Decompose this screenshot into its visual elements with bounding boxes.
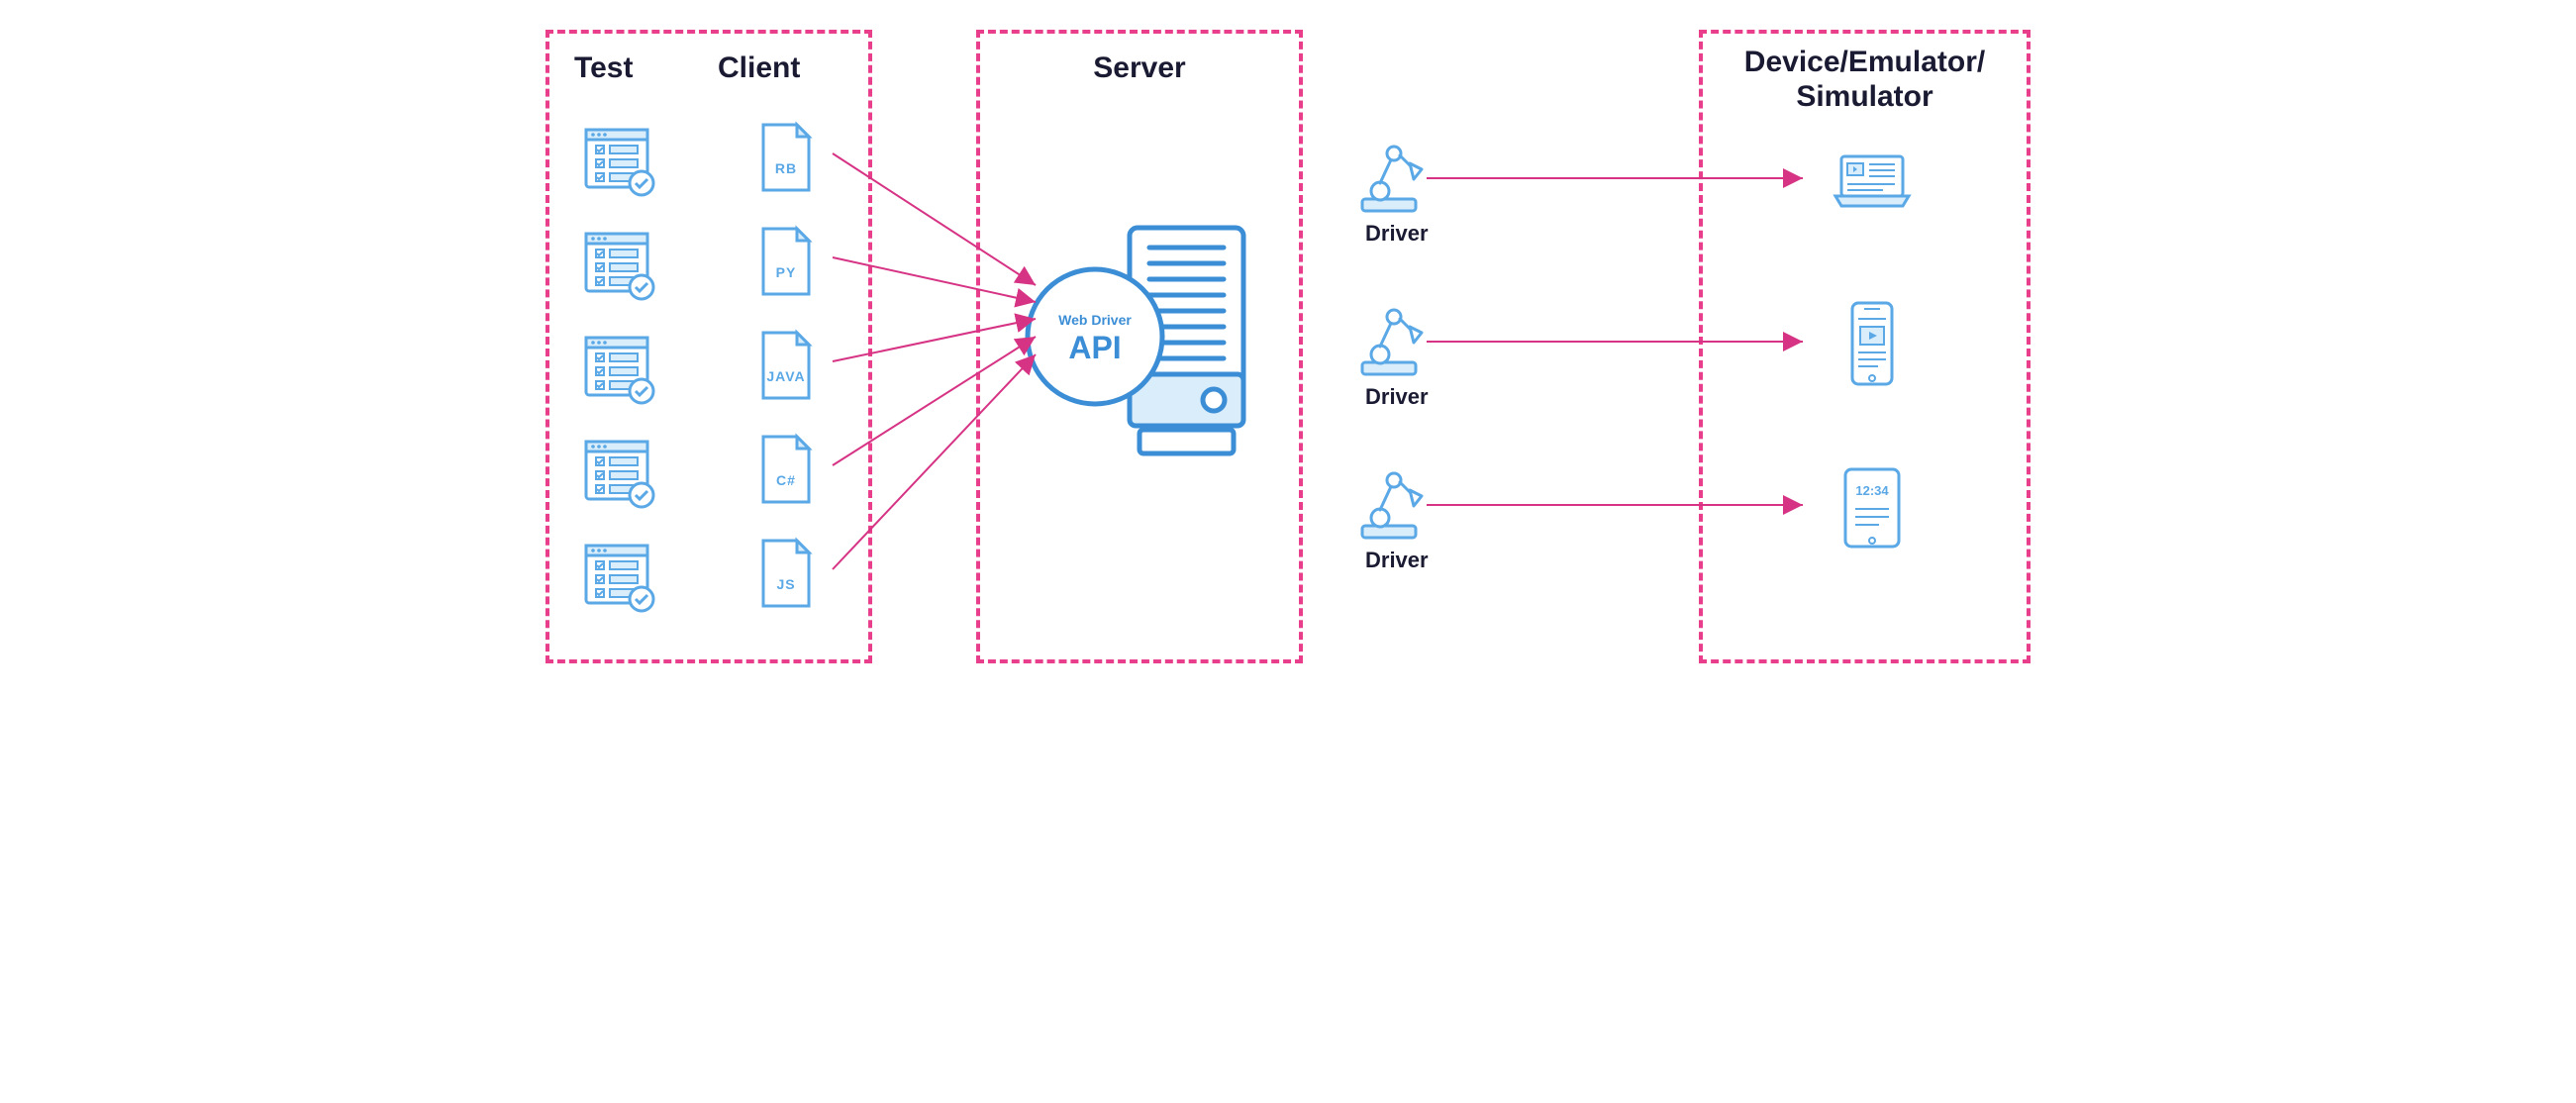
driver-label: Driver <box>1365 548 1429 573</box>
column-title-client: Client <box>718 51 800 85</box>
architecture-diagram: Test Client Server Device/Emulator/ Simu… <box>536 20 2040 693</box>
file-icon-csharp: C# <box>753 431 819 515</box>
file-icon-py: PY <box>753 223 819 307</box>
driver-label: Driver <box>1365 221 1429 247</box>
checklist-icon <box>580 228 659 308</box>
svg-text:RB: RB <box>775 160 797 176</box>
checklist-icon <box>580 332 659 412</box>
laptop-icon <box>1828 149 1917 219</box>
panel-title-device: Device/Emulator/ Simulator <box>1703 46 2027 114</box>
server-api-icon: Web Driver API <box>1021 208 1258 470</box>
svg-text:API: API <box>1068 330 1121 365</box>
checklist-icon <box>580 124 659 204</box>
svg-text:12:34: 12:34 <box>1855 483 1889 498</box>
file-icon-java: JAVA <box>753 327 819 411</box>
svg-text:C#: C# <box>776 472 796 488</box>
robot-arm-icon <box>1352 134 1430 224</box>
file-icon-rb: RB <box>753 119 819 203</box>
column-title-test: Test <box>574 51 633 85</box>
driver-label: Driver <box>1365 384 1429 410</box>
svg-text:Web Driver: Web Driver <box>1058 312 1132 328</box>
checklist-icon <box>580 436 659 516</box>
file-icon-js: JS <box>753 535 819 619</box>
robot-arm-icon <box>1352 460 1430 551</box>
svg-text:PY: PY <box>776 264 797 280</box>
svg-text:JS: JS <box>776 576 795 592</box>
robot-arm-icon <box>1352 297 1430 387</box>
tablet-icon: 12:34 <box>1837 463 1907 557</box>
checklist-icon <box>580 540 659 620</box>
panel-title-server: Server <box>980 51 1299 85</box>
svg-text:JAVA: JAVA <box>766 368 805 384</box>
phone-icon <box>1842 297 1902 395</box>
